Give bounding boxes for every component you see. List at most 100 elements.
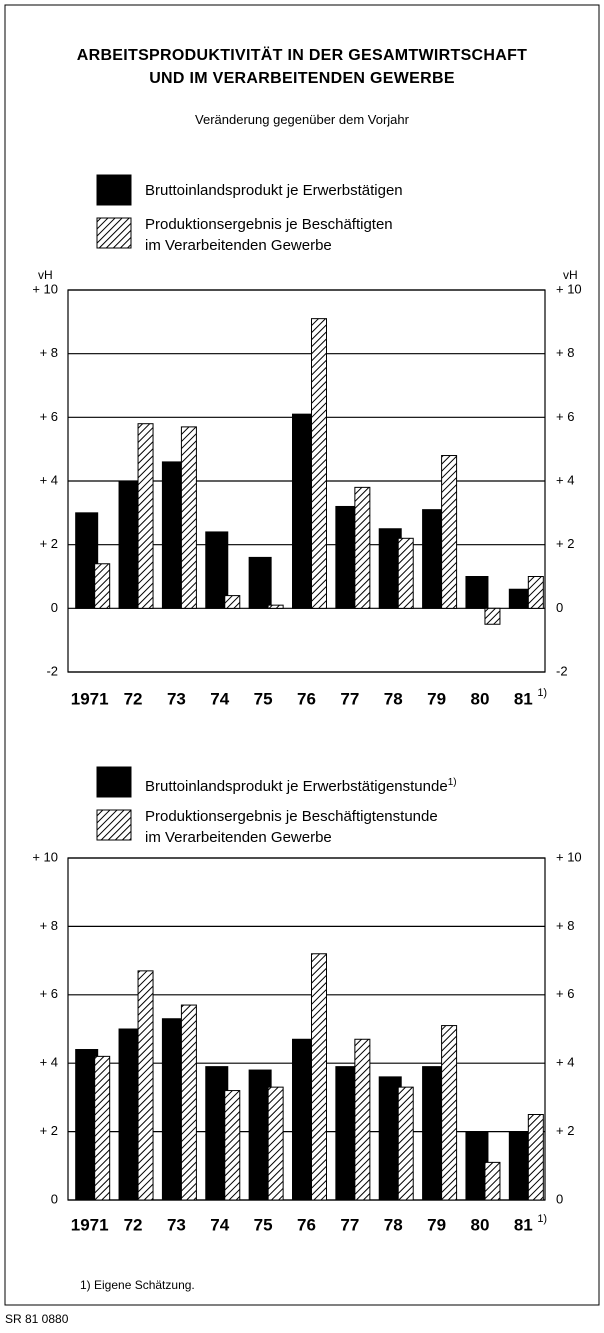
y-tick-label: + 6: [556, 409, 574, 424]
bar: [137, 970, 154, 1201]
y-tick-label: + 8: [556, 918, 574, 933]
x-tick-label: 75: [254, 1215, 273, 1234]
bar: [311, 953, 327, 1201]
legend-swatch: [96, 174, 132, 206]
bar: [354, 1038, 371, 1201]
x-tick-label: 1971: [71, 1215, 109, 1234]
bar: [527, 576, 544, 609]
x-tick-label: 77: [340, 689, 359, 708]
y-tick-label: + 2: [556, 1123, 574, 1138]
y-tick-label: + 8: [556, 345, 574, 360]
bar: [441, 1025, 458, 1201]
bar: [484, 607, 501, 625]
bar: [441, 455, 458, 609]
x-tick-label: 78: [384, 689, 403, 708]
x-tick-label: 77: [340, 1215, 359, 1234]
bar: [354, 486, 371, 609]
x-tick-label: 76: [297, 689, 316, 708]
y-tick-label: + 4: [40, 472, 58, 487]
x-tick-label: 72: [124, 689, 143, 708]
y-tick-label: + 4: [556, 472, 574, 487]
legend-label: Bruttoinlandsprodukt je Erwerbstätigen: [145, 182, 403, 199]
footnote: 1) Eigene Schätzung.: [80, 1278, 195, 1292]
title-text: ARBEITSPRODUKTIVITÄT IN DER GESAMTWIRTSC…: [76, 47, 528, 87]
y-tick-label: + 6: [556, 986, 574, 1001]
y-tick-label: + 10: [32, 281, 58, 296]
y-tick-label: 0: [556, 1191, 563, 1206]
legend-note: 1): [447, 777, 457, 788]
bar: [465, 576, 489, 609]
bar: [180, 1004, 197, 1201]
legend-label: Produktionsergebnis je Beschäftigten im …: [145, 216, 393, 254]
bar: [137, 423, 154, 609]
subtitle: Veränderung gegenüber dem Vorjahr: [5, 112, 599, 127]
source: SR 81 0880: [5, 1312, 68, 1326]
x-tick-label: 79: [427, 1215, 446, 1234]
bar: [484, 1161, 501, 1201]
legend-entry: Bruttoinlandsprodukt je Erwerbstätigenst…: [145, 772, 457, 797]
x-tick-label: 74: [210, 689, 229, 708]
y-tick-label: + 8: [40, 345, 58, 360]
y-tick-label: + 10: [556, 849, 582, 864]
bar: [397, 537, 414, 609]
y-tick-label: + 8: [40, 918, 58, 933]
frame: [4, 4, 600, 1306]
bar: [311, 318, 327, 609]
legend-entry: Produktionsergebnis je Beschäftigtenstun…: [145, 806, 438, 848]
x-tick-label: 76: [297, 1215, 316, 1234]
bar: [248, 556, 272, 609]
bar: [94, 1055, 111, 1201]
bar: [224, 1090, 241, 1201]
y-tick-label: + 2: [556, 536, 574, 551]
bar: [397, 1086, 414, 1201]
title: ARBEITSPRODUKTIVITÄT IN DER GESAMTWIRTSC…: [5, 44, 599, 90]
y-tick-label: 0: [556, 600, 563, 615]
legend-entry: Bruttoinlandsprodukt je Erwerbstätigen: [145, 180, 403, 201]
x-tick-label: 75: [254, 689, 273, 708]
category-note: 1): [537, 687, 547, 699]
y-tick-label: + 4: [40, 1055, 58, 1070]
y-tick-label: 0: [51, 1191, 58, 1206]
bar: [224, 595, 241, 609]
x-tick-label: 73: [167, 1215, 186, 1234]
bar: [94, 563, 111, 609]
y-tick-label: -2: [556, 663, 568, 678]
y-axis-label: vH: [563, 268, 578, 282]
bar: [205, 531, 229, 609]
y-tick-label: + 2: [40, 536, 58, 551]
bar: [267, 604, 284, 609]
y-tick-label: + 4: [556, 1055, 574, 1070]
y-axis-label: vH: [38, 268, 53, 282]
x-tick-label: 74: [210, 1215, 229, 1234]
x-tick-label: 80: [470, 689, 489, 708]
category-note: 1): [537, 1213, 547, 1225]
subtitle-text: Veränderung gegenüber dem Vorjahr: [195, 112, 409, 127]
legend-swatch: [96, 217, 132, 249]
legend-swatch: [96, 766, 132, 798]
y-tick-label: + 10: [32, 849, 58, 864]
x-tick-label: 78: [384, 1215, 403, 1234]
legend-entry: Produktionsergebnis je Beschäftigten im …: [145, 214, 393, 256]
bar: [75, 512, 99, 609]
legend-label: Bruttoinlandsprodukt je Erwerbstätigenst…: [145, 778, 448, 795]
y-tick-label: + 6: [40, 409, 58, 424]
x-tick-label: 72: [124, 1215, 143, 1234]
source-text: SR 81 0880: [5, 1312, 69, 1326]
x-tick-label: 81: [514, 1215, 533, 1234]
y-tick-label: + 2: [40, 1123, 58, 1138]
x-tick-label: 1971: [71, 689, 109, 708]
y-tick-label: + 10: [556, 281, 582, 296]
bar: [527, 1114, 544, 1201]
x-tick-label: 79: [427, 689, 446, 708]
y-tick-label: + 6: [40, 986, 58, 1001]
x-tick-label: 80: [470, 1215, 489, 1234]
legend-swatch: [96, 809, 132, 841]
y-tick-label: 0: [51, 600, 58, 615]
y-tick-label: -2: [46, 663, 58, 678]
x-tick-label: 73: [167, 689, 186, 708]
bar: [267, 1086, 284, 1201]
footnote-text: 1) Eigene Schätzung.: [80, 1278, 195, 1292]
legend-label: Produktionsergebnis je Beschäftigtenstun…: [145, 808, 438, 846]
